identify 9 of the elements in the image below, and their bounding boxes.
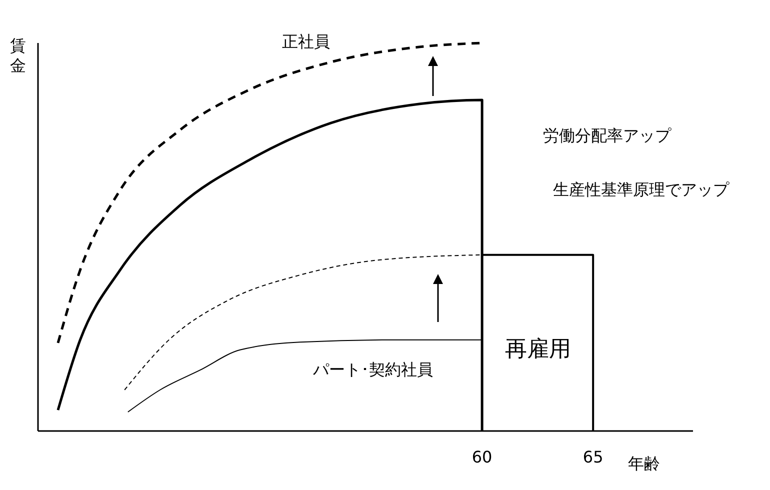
x-axis-title: 年齢	[628, 454, 660, 475]
annotation: 正社員	[282, 32, 330, 53]
x-tick-label: 65	[582, 447, 604, 466]
annotation: 労働分配率アップ	[543, 126, 671, 147]
annotation: 再雇用	[505, 336, 571, 364]
y-axis-title: 賃金	[10, 36, 27, 76]
annotation: パート･契約社員	[313, 360, 433, 381]
x-tick-label: 60	[472, 447, 492, 466]
annotation: 生産性基準原理でアップ	[553, 180, 729, 201]
